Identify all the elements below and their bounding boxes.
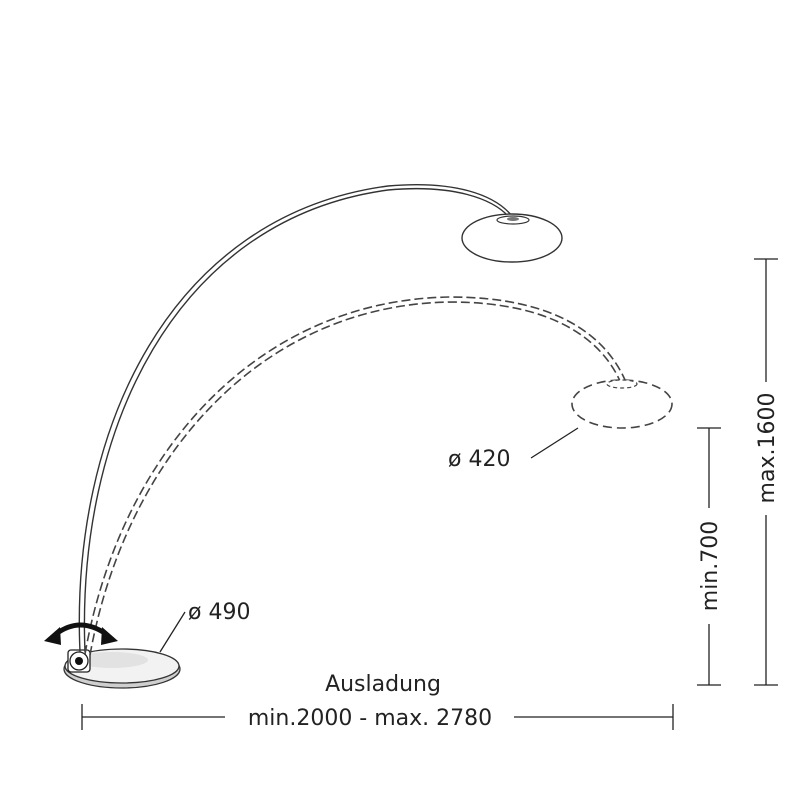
- max-height-label: max.1600: [755, 393, 780, 504]
- shade-diameter-label: ø 420: [448, 447, 510, 472]
- reach-dimension-line: [81, 704, 674, 730]
- min-height-dimension-line: [697, 427, 721, 686]
- shade-max-position: [461, 213, 563, 263]
- max-height-dimension-line: [754, 258, 778, 686]
- shade-min-position: [571, 379, 673, 429]
- base-diameter-label: ø 490: [188, 600, 250, 625]
- rotation-arrow-icon: [44, 622, 118, 645]
- min-height-label: min.700: [698, 521, 723, 611]
- arc-min-position: [84, 296, 626, 656]
- pivot-joint: [67, 649, 91, 673]
- arc-max-position: [78, 183, 513, 653]
- lamp-base: [63, 648, 181, 689]
- reach-title-label: Ausladung: [325, 672, 441, 697]
- base-diameter-leader: [159, 611, 186, 653]
- shade-diameter-leader: [530, 427, 579, 459]
- reach-range-label: min.2000 - max. 2780: [248, 706, 492, 731]
